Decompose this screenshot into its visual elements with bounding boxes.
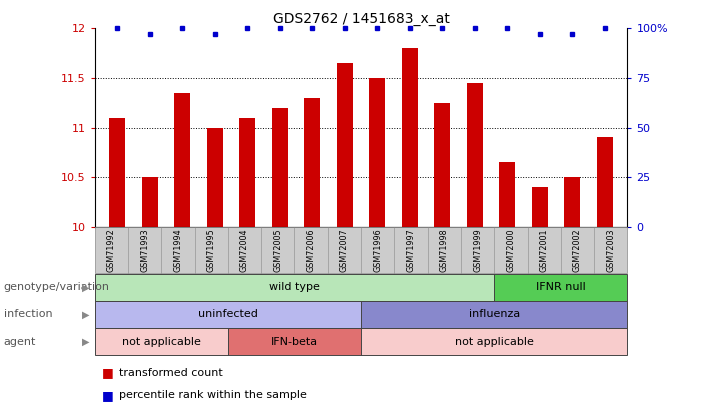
Text: ▶: ▶ [81, 337, 89, 347]
Bar [272, 108, 288, 227]
Text: influenza: influenza [468, 309, 520, 320]
Bar [434, 103, 450, 227]
Text: GSM72000: GSM72000 [506, 228, 515, 272]
Text: GSM72002: GSM72002 [573, 228, 582, 272]
Text: GSM71999: GSM71999 [473, 228, 482, 272]
Text: IFN-beta: IFN-beta [271, 337, 318, 347]
Text: GSM71996: GSM71996 [373, 228, 382, 272]
Text: GSM72004: GSM72004 [240, 228, 249, 272]
Text: percentile rank within the sample: percentile rank within the sample [119, 390, 307, 400]
Text: GSM71997: GSM71997 [407, 228, 416, 272]
Bar [109, 117, 125, 227]
Text: GSM71992: GSM71992 [107, 228, 116, 272]
Text: ▶: ▶ [81, 309, 89, 320]
Bar [239, 117, 255, 227]
Text: GSM72003: GSM72003 [606, 228, 615, 272]
Bar [531, 187, 547, 227]
Text: GSM71998: GSM71998 [440, 228, 449, 272]
Text: GSM71993: GSM71993 [140, 228, 149, 272]
Bar [175, 93, 191, 227]
Text: GSM72001: GSM72001 [540, 228, 549, 272]
Text: GSM71994: GSM71994 [173, 228, 182, 272]
Text: GSM72007: GSM72007 [340, 228, 349, 272]
Title: GDS2762 / 1451683_x_at: GDS2762 / 1451683_x_at [273, 12, 449, 26]
Bar [336, 63, 353, 227]
Bar [369, 78, 386, 227]
Text: genotype/variation: genotype/variation [4, 282, 109, 292]
Bar [402, 48, 418, 227]
Bar [467, 83, 483, 227]
Text: ■: ■ [102, 389, 114, 402]
Text: wild type: wild type [269, 282, 320, 292]
Text: not applicable: not applicable [455, 337, 533, 347]
Text: IFNR null: IFNR null [536, 282, 585, 292]
Text: ■: ■ [102, 367, 114, 379]
Text: ▶: ▶ [81, 282, 89, 292]
Bar [499, 162, 515, 227]
Bar [207, 128, 223, 227]
Text: GSM72006: GSM72006 [306, 228, 315, 272]
Bar [564, 177, 580, 227]
Text: GSM71995: GSM71995 [207, 228, 216, 272]
Text: not applicable: not applicable [122, 337, 200, 347]
Text: uninfected: uninfected [198, 309, 258, 320]
Text: GSM72005: GSM72005 [273, 228, 283, 272]
Bar [597, 137, 613, 227]
Bar [142, 177, 158, 227]
Text: transformed count: transformed count [119, 368, 223, 378]
Text: agent: agent [4, 337, 36, 347]
Text: infection: infection [4, 309, 52, 320]
Bar [304, 98, 320, 227]
